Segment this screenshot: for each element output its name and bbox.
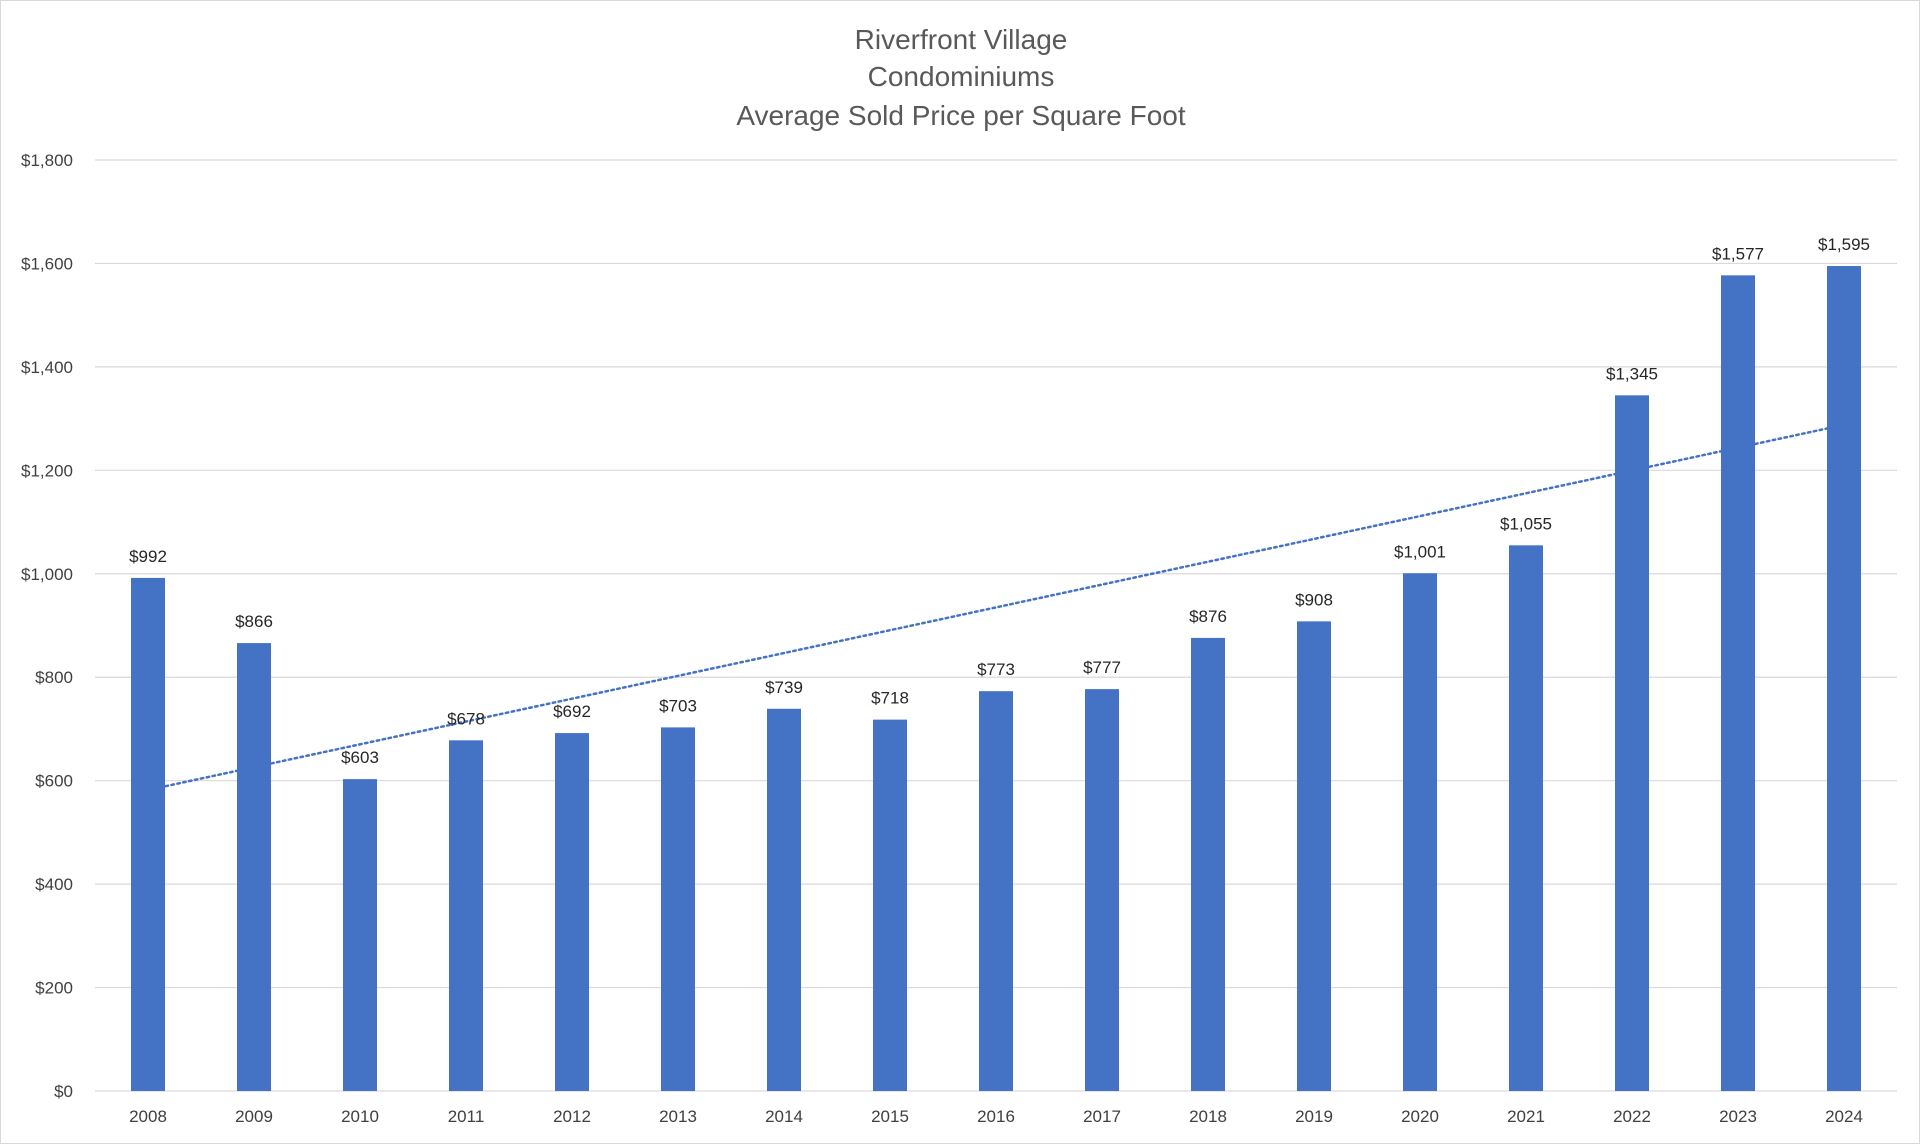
data-label: $992: [129, 547, 167, 566]
bar: [449, 740, 483, 1091]
bar: [555, 733, 589, 1091]
gridlines: [95, 159, 1897, 1092]
x-tick-label: 2021: [1507, 1107, 1545, 1126]
x-tick-label: 2024: [1825, 1107, 1863, 1126]
y-tick-label: $600: [35, 772, 73, 791]
bar: [767, 708, 801, 1091]
chart-title: Riverfront Village Condominiums Average …: [736, 24, 1186, 131]
x-tick-label: 2023: [1719, 1107, 1757, 1126]
x-tick-label: 2008: [129, 1107, 167, 1126]
data-label: $1,577: [1712, 244, 1764, 263]
trendline-group: [146, 423, 1846, 792]
bar: [1403, 573, 1437, 1091]
x-tick-label: 2017: [1083, 1107, 1121, 1126]
data-label: $718: [871, 689, 909, 708]
y-tick-label: $1,400: [21, 358, 73, 377]
chart-title-line-3: Average Sold Price per Square Foot: [736, 100, 1186, 131]
bar: [1615, 395, 1649, 1091]
data-label: $603: [341, 748, 379, 767]
bar: [1191, 637, 1225, 1091]
x-tick-label: 2020: [1401, 1107, 1439, 1126]
y-tick-label: $400: [35, 875, 73, 894]
bar: [661, 727, 695, 1091]
y-tick-label: $200: [35, 979, 73, 998]
bar: [1509, 545, 1543, 1091]
x-tick-label: 2016: [977, 1107, 1015, 1126]
bar: [1085, 689, 1119, 1091]
y-tick-label: $800: [35, 668, 73, 687]
x-axis-ticks: 2008 2009 2010 2011 2012 2013 2014 2015 2016 2017…: [129, 1107, 1863, 1126]
chart-title-line-2: Condominiums: [868, 61, 1055, 92]
chart-title-line-1: Riverfront Village: [855, 24, 1068, 55]
x-tick-label: 2019: [1295, 1107, 1333, 1126]
x-tick-label: 2018: [1189, 1107, 1227, 1126]
x-tick-label: 2012: [553, 1107, 591, 1126]
x-tick-label: 2011: [448, 1107, 485, 1126]
data-label: $1,055: [1500, 514, 1552, 533]
y-tick-label: $1,200: [21, 461, 73, 480]
bar: [873, 719, 907, 1091]
data-label: $1,595: [1818, 235, 1870, 254]
trendline: [146, 423, 1846, 792]
bar: [237, 643, 271, 1091]
bar: [1297, 621, 1331, 1091]
data-label: $908: [1295, 590, 1333, 609]
x-tick-label: 2015: [871, 1107, 909, 1126]
bar-series: [131, 266, 1861, 1092]
y-axis-ticks: $0 $200 $400 $600 $800 $1,000 $1,200 $1,400 $1,6…: [21, 151, 73, 1101]
data-labels: $992 $866 $603 $678 $692 $703 $739 $718 $773 $777…: [129, 235, 1870, 767]
data-label: $1,345: [1606, 364, 1658, 383]
bar: [979, 691, 1013, 1091]
data-label: $739: [765, 678, 803, 697]
y-tick-label: $0: [54, 1082, 73, 1101]
data-label: $703: [659, 696, 697, 715]
bar: [131, 577, 165, 1091]
data-label: $678: [447, 709, 485, 728]
bar: [343, 779, 377, 1091]
x-tick-label: 2013: [659, 1107, 697, 1126]
data-label: $1,001: [1394, 542, 1446, 561]
x-tick-label: 2022: [1613, 1107, 1651, 1126]
data-label: $866: [235, 612, 273, 631]
data-label: $692: [553, 702, 591, 721]
x-tick-label: 2010: [341, 1107, 379, 1126]
y-tick-label: $1,000: [21, 565, 73, 584]
y-tick-label: $1,800: [21, 151, 73, 170]
x-tick-label: 2014: [765, 1107, 803, 1126]
bar: [1721, 275, 1755, 1091]
bar: [1827, 266, 1861, 1092]
data-label: $876: [1189, 607, 1227, 626]
y-tick-label: $1,600: [21, 254, 73, 273]
data-label: $777: [1083, 658, 1121, 677]
data-label: $773: [977, 660, 1015, 679]
x-tick-label: 2009: [235, 1107, 273, 1126]
